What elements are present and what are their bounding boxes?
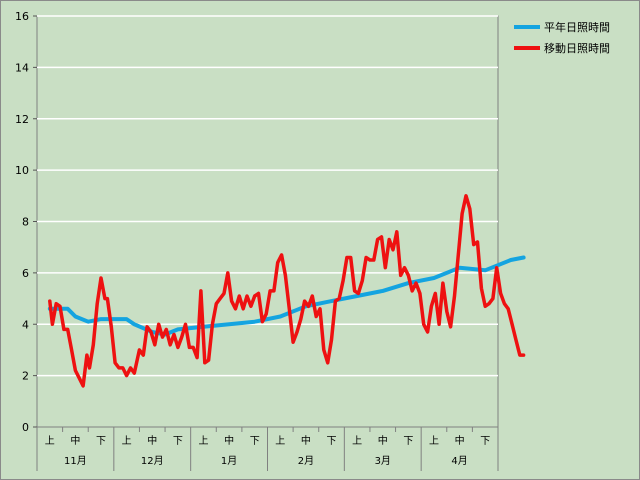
x-month-label: 4月 [451, 455, 467, 467]
x-month-label: 1月 [221, 455, 237, 467]
y-tick-label: 2 [22, 370, 29, 383]
x-period-label: 下 [480, 436, 490, 447]
y-tick-label: 16 [15, 10, 29, 23]
y-tick-label: 12 [15, 113, 29, 126]
x-period-label: 下 [403, 436, 413, 447]
x-period-label: 下 [173, 436, 183, 447]
x-period-label: 中 [224, 434, 234, 447]
x-month-label: 2月 [298, 455, 314, 467]
y-tick-label: 10 [15, 164, 29, 177]
x-period-label: 中 [147, 434, 157, 447]
series-line-moving [48, 194, 526, 388]
x-period-label: 上 [275, 435, 285, 447]
series-lines [47, 194, 526, 388]
x-period-label: 上 [198, 435, 208, 447]
x-month-label: 3月 [375, 455, 391, 467]
x-period-label: 中 [378, 434, 388, 447]
x-period-label: 上 [429, 435, 439, 447]
y-tick-label: 6 [22, 267, 29, 280]
y-tick-label: 4 [22, 318, 29, 331]
y-tick-label: 0 [22, 421, 29, 434]
x-axis: 上中下11月上中下12月上中下1月上中下2月上中下3月上中下4月 [36, 427, 499, 471]
series-line-normal [47, 255, 526, 337]
x-period-label: 中 [301, 434, 311, 447]
x-period-label: 下 [327, 436, 337, 447]
x-month-label: 11月 [64, 455, 87, 467]
x-month-label: 12月 [141, 455, 164, 467]
y-axis: 0 2 4 6 8 10 12 14 16 [15, 10, 37, 434]
x-period-label: 下 [250, 436, 260, 447]
x-period-label: 中 [455, 434, 465, 447]
x-period-label: 上 [45, 435, 55, 447]
x-period-label: 上 [352, 435, 362, 447]
y-tick-label: 8 [22, 216, 29, 229]
gridlines [37, 15, 498, 377]
x-period-label: 上 [122, 435, 132, 447]
legend-label-normal: 平年日照時間 [544, 20, 610, 34]
y-tick-label: 14 [15, 61, 29, 74]
x-period-label: 下 [96, 436, 106, 447]
x-period-label: 中 [70, 434, 80, 447]
legend-label-moving: 移動日照時間 [544, 41, 610, 55]
